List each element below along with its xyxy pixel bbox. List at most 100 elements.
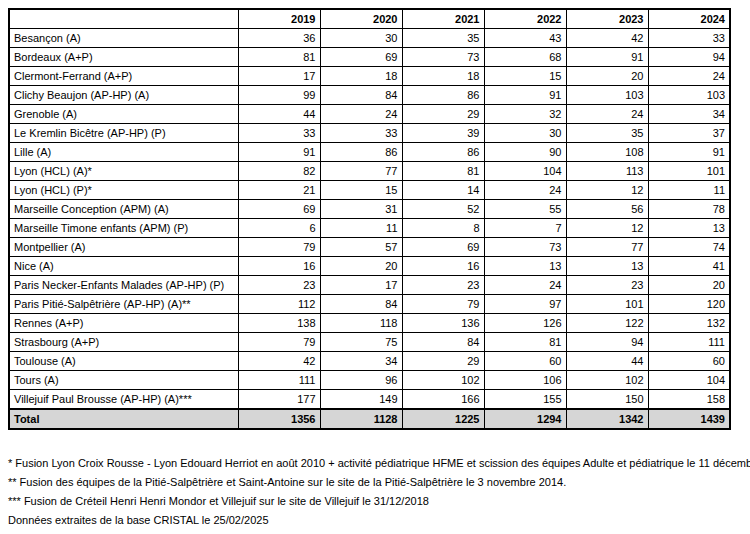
value-cell: 6 [238, 219, 320, 238]
value-cell: 15 [484, 67, 566, 86]
row-label-cell: Marseille Timone enfants (APM) (P) [9, 219, 238, 238]
table-row: Montpellier (A)795769737774 [9, 238, 730, 257]
row-label-cell: Marseille Conception (APM) (A) [9, 200, 238, 219]
row-label-cell: Nice (A) [9, 257, 238, 276]
value-cell: 60 [648, 352, 730, 371]
table-row: Marseille Timone enfants (APM) (P)611871… [9, 219, 730, 238]
table-row: Bordeaux (A+P)816973689194 [9, 48, 730, 67]
value-cell: 29 [402, 352, 484, 371]
value-cell: 69 [402, 238, 484, 257]
value-cell: 75 [320, 333, 402, 352]
value-cell: 126 [484, 314, 566, 333]
value-cell: 96 [320, 371, 402, 390]
value-cell: 18 [320, 67, 402, 86]
value-cell: 20 [648, 276, 730, 295]
value-cell: 60 [484, 352, 566, 371]
value-cell: 30 [484, 124, 566, 143]
value-cell: 77 [320, 162, 402, 181]
row-label-cell: Strasbourg (A+P) [9, 333, 238, 352]
value-cell: 16 [402, 257, 484, 276]
table-header-row: 2019 2020 2021 2022 2023 2024 [9, 9, 730, 29]
value-cell: 35 [566, 124, 648, 143]
value-cell: 33 [320, 124, 402, 143]
value-cell: 15 [320, 181, 402, 200]
value-cell: 11 [320, 219, 402, 238]
value-cell: 103 [566, 86, 648, 105]
value-cell: 13 [484, 257, 566, 276]
value-cell: 11 [648, 181, 730, 200]
value-cell: 23 [402, 276, 484, 295]
row-label-cell: Besançon (A) [9, 29, 238, 48]
value-cell: 34 [648, 105, 730, 124]
value-cell: 33 [238, 124, 320, 143]
table-row: Villejuif Paul Brousse (AP-HP) (A)***177… [9, 390, 730, 410]
value-cell: 113 [566, 162, 648, 181]
value-cell: 104 [484, 162, 566, 181]
value-cell: 79 [238, 238, 320, 257]
table-row: Clichy Beaujon (AP-HP) (A)99848691103103 [9, 86, 730, 105]
value-cell: 81 [484, 333, 566, 352]
value-cell: 13 [648, 219, 730, 238]
value-cell: 77 [566, 238, 648, 257]
value-cell: 14 [402, 181, 484, 200]
value-cell: 32 [484, 105, 566, 124]
value-cell: 42 [238, 352, 320, 371]
value-cell: 138 [238, 314, 320, 333]
value-cell: 90 [484, 143, 566, 162]
row-label-cell: Lyon (HCL) (P)* [9, 181, 238, 200]
row-label-cell: Tours (A) [9, 371, 238, 390]
value-cell: 44 [566, 352, 648, 371]
value-cell: 84 [320, 295, 402, 314]
total-value-cell: 1294 [484, 409, 566, 429]
value-cell: 24 [320, 105, 402, 124]
value-cell: 166 [402, 390, 484, 410]
year-header-cell: 2023 [566, 9, 648, 29]
value-cell: 24 [484, 276, 566, 295]
total-value-cell: 1128 [320, 409, 402, 429]
total-row: Total 1356 1128 1225 1294 1342 1439 [9, 409, 730, 429]
value-cell: 44 [238, 105, 320, 124]
value-cell: 84 [320, 86, 402, 105]
value-cell: 99 [238, 86, 320, 105]
row-label-cell: Lyon (HCL) (A)* [9, 162, 238, 181]
value-cell: 78 [648, 200, 730, 219]
value-cell: 108 [566, 143, 648, 162]
value-cell: 68 [484, 48, 566, 67]
year-header-cell: 2020 [320, 9, 402, 29]
year-header-cell: 2021 [402, 9, 484, 29]
total-value-cell: 1439 [648, 409, 730, 429]
table-row: Lyon (HCL) (A)*827781104113101 [9, 162, 730, 181]
footnotes: * Fusion Lyon Croix Rousse - Lyon Edouar… [8, 454, 750, 530]
value-cell: 86 [320, 143, 402, 162]
value-cell: 101 [648, 162, 730, 181]
table-row: Lyon (HCL) (P)*211514241211 [9, 181, 730, 200]
value-cell: 42 [566, 29, 648, 48]
value-cell: 43 [484, 29, 566, 48]
footnote-villejuif: *** Fusion de Créteil Henri Henri Mondor… [8, 492, 750, 511]
value-cell: 13 [566, 257, 648, 276]
row-label-cell: Rennes (A+P) [9, 314, 238, 333]
value-cell: 69 [238, 200, 320, 219]
value-cell: 56 [566, 200, 648, 219]
value-cell: 20 [320, 257, 402, 276]
value-cell: 12 [566, 219, 648, 238]
value-cell: 35 [402, 29, 484, 48]
value-cell: 94 [648, 48, 730, 67]
table-row: Lille (A)9186869010891 [9, 143, 730, 162]
value-cell: 149 [320, 390, 402, 410]
table-body: Besançon (A)363035434233Bordeaux (A+P)81… [9, 29, 730, 410]
value-cell: 30 [320, 29, 402, 48]
row-label-cell: Grenoble (A) [9, 105, 238, 124]
table-row: Marseille Conception (APM) (A)6931525556… [9, 200, 730, 219]
page: 2019 2020 2021 2022 2023 2024 Besançon (… [0, 0, 750, 534]
year-header-cell: 2022 [484, 9, 566, 29]
value-cell: 8 [402, 219, 484, 238]
footnote-lyon: * Fusion Lyon Croix Rousse - Lyon Edouar… [8, 454, 750, 473]
value-cell: 79 [402, 295, 484, 314]
row-label-cell: Montpellier (A) [9, 238, 238, 257]
value-cell: 112 [238, 295, 320, 314]
table-row: Toulouse (A)423429604460 [9, 352, 730, 371]
value-cell: 16 [238, 257, 320, 276]
total-value-cell: 1342 [566, 409, 648, 429]
value-cell: 102 [402, 371, 484, 390]
